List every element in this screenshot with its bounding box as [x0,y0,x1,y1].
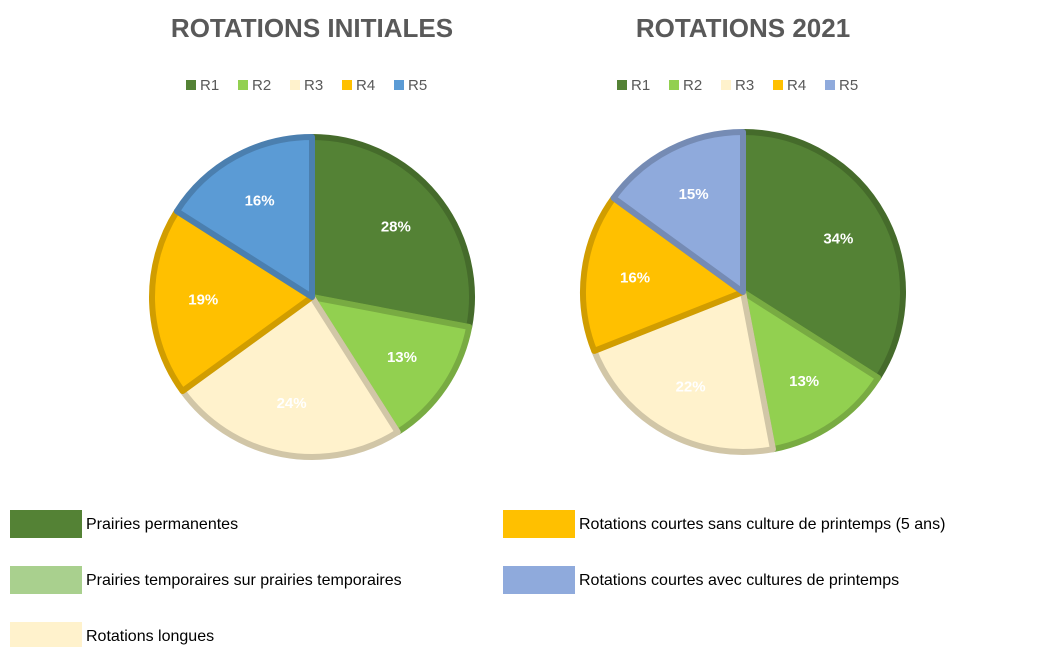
legend-swatch [10,622,82,647]
data-label: 34% [823,231,853,248]
pie-slice [580,194,746,354]
chart-title: ROTATIONS 2021 [636,13,850,43]
legend-swatch [503,566,575,594]
pie-slice [740,289,882,453]
pie-slice [591,289,776,455]
legend-label: R3 [304,77,323,94]
legend-swatch [773,80,783,90]
legend-label: R3 [735,77,754,94]
legend-swatch [10,566,82,594]
legend-swatch [238,80,248,90]
pie-slice [309,134,475,330]
legend-swatch [617,80,627,90]
legend-label: R4 [356,77,375,94]
data-label: 13% [789,373,819,390]
pie-slice [610,129,746,295]
legend-label: R5 [408,77,427,94]
legend-swatch [721,80,731,90]
legend-label: R4 [787,77,806,94]
legend-swatch [669,80,679,90]
legend-label: R2 [252,77,271,94]
pie-slice [173,134,315,300]
data-label: 22% [676,378,706,395]
pie-slice [179,294,401,460]
legend-label: Prairies temporaires sur prairies tempor… [86,572,402,589]
legend-swatch [394,80,404,90]
legend-label: R5 [839,77,858,94]
data-label: 19% [188,291,218,308]
legend-swatch [290,80,300,90]
legend-label: Rotations courtes avec cultures de print… [579,572,899,589]
legend-label: Rotations courtes sans culture de printe… [579,516,945,533]
chart-title: ROTATIONS INITIALES [171,13,453,43]
data-label: 28% [381,219,411,236]
legend-swatch [10,510,82,538]
legend-label: Rotations longues [86,628,214,645]
data-label: 13% [387,349,417,366]
data-label: 16% [620,269,650,286]
legend-label: R1 [200,77,219,94]
data-label: 16% [245,193,275,210]
legend-swatch [825,80,835,90]
data-label: 24% [277,395,307,412]
legend-label: R2 [683,77,702,94]
pie-slice [309,294,473,436]
legend-swatch [342,80,352,90]
legend-swatch [503,510,575,538]
legend-label: R1 [631,77,650,94]
pie-slice [149,208,315,395]
legend-swatch [186,80,196,90]
data-label: 15% [679,186,709,203]
legend-label: Prairies permanentes [86,516,238,533]
